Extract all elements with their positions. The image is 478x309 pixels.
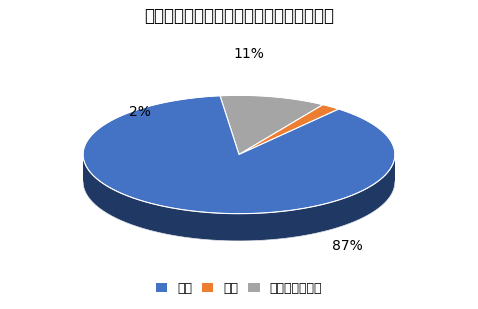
Polygon shape bbox=[83, 155, 395, 241]
Legend: 満足, 不満, どちらでもない: 満足, 不満, どちらでもない bbox=[151, 277, 327, 300]
Text: 87%: 87% bbox=[332, 239, 363, 252]
Polygon shape bbox=[220, 95, 323, 154]
Text: 2%: 2% bbox=[129, 105, 151, 119]
Text: 11%: 11% bbox=[233, 47, 264, 61]
Polygon shape bbox=[83, 154, 395, 241]
Polygon shape bbox=[239, 105, 339, 154]
Polygon shape bbox=[83, 96, 395, 214]
Text: カローラスポーツの乗り心地の満足度調査: カローラスポーツの乗り心地の満足度調査 bbox=[144, 7, 334, 25]
